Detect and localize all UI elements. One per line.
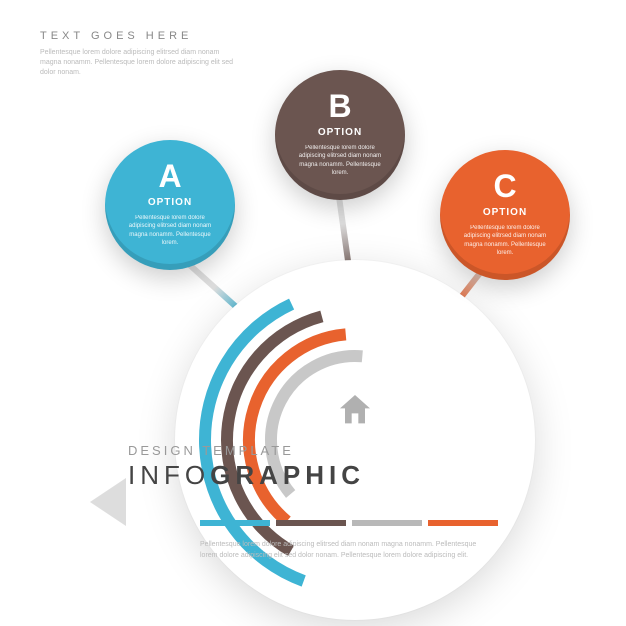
option-c-letter: C [493, 168, 516, 205]
header: TEXT GOES HERE Pellentesque lorem dolore… [40, 30, 240, 77]
legend-bar-2 [352, 520, 422, 526]
option-c-body: Pellentesque lorem dolore adipiscing eli… [440, 224, 570, 258]
option-a-letter: A [158, 158, 181, 195]
legend [200, 520, 498, 526]
option-b-letter: B [328, 88, 351, 125]
bottom-body: Pellentesque lorem dolore adipiscing eli… [200, 540, 480, 561]
option-b-label: OPTION [318, 127, 362, 138]
option-c-label: OPTION [483, 207, 527, 218]
option-a: A OPTION Pellentesque lorem dolore adipi… [105, 140, 235, 270]
legend-bar-1 [276, 520, 346, 526]
legend-bar-0 [200, 520, 270, 526]
option-a-body: Pellentesque lorem dolore adipiscing eli… [105, 214, 235, 248]
header-title: TEXT GOES HERE [40, 30, 240, 42]
legend-bar-3 [428, 520, 498, 526]
bottom-title-block: DESIGN TEMPLATE INFOGRAPHIC [128, 443, 388, 491]
home-icon [335, 390, 375, 430]
option-b: B OPTION Pellentesque lorem dolore adipi… [275, 70, 405, 200]
bottom-main-title: INFOGRAPHIC [128, 460, 388, 491]
bottom-main-bold: GRAPHIC [210, 460, 365, 490]
bottom-subtitle: DESIGN TEMPLATE [128, 443, 388, 458]
bottom-main-light: INFO [128, 460, 210, 490]
option-b-body: Pellentesque lorem dolore adipiscing eli… [275, 144, 405, 178]
option-c: C OPTION Pellentesque lorem dolore adipi… [440, 150, 570, 280]
option-a-label: OPTION [148, 197, 192, 208]
arrow-pointer [90, 478, 126, 526]
concentric-arcs [175, 260, 535, 620]
header-body: Pellentesque lorem dolore adipiscing eli… [40, 48, 240, 77]
